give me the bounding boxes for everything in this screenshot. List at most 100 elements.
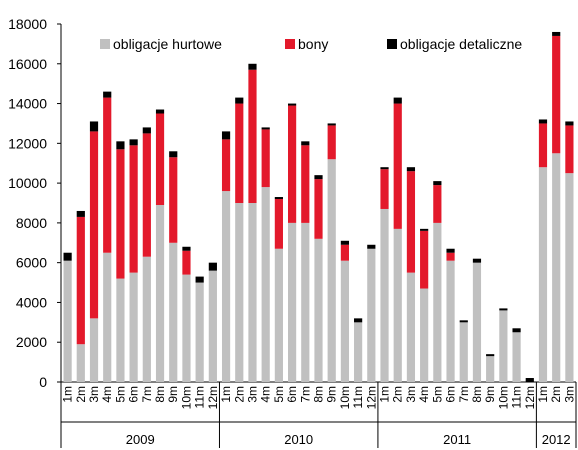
x-tick-label-26: 2m [391, 386, 405, 403]
x-tick-label-35: 11m [510, 386, 524, 408]
legend-layer: obligacje hurtowe bony obligacje detaliczn… [100, 36, 522, 52]
bar-segment-1-24 [367, 248, 376, 382]
bar-segment-1-30 [446, 260, 455, 382]
x-tick-label-17: 5m [272, 386, 286, 403]
x-tick-label-30: 6m [444, 386, 458, 403]
bar-segment-2-39 [565, 125, 574, 174]
bar-segment-2-8 [155, 113, 165, 205]
x-tick-label-5: 5m [113, 386, 127, 403]
bar-segment-1-28 [420, 288, 429, 382]
bar-segment-1-23 [354, 322, 363, 382]
bar-segment-3-6 [129, 139, 138, 146]
bar-segment-1-7 [142, 256, 151, 382]
bar-segment-3-38 [552, 31, 561, 36]
x-tick-label-9: 9m [166, 386, 180, 403]
bar-segment-3-26 [393, 97, 402, 104]
bar-segment-3-33 [486, 354, 495, 357]
x-tick-label-19: 7m [298, 386, 312, 403]
year-label-2: 2010 [284, 432, 313, 447]
bar-segment-3-18 [288, 103, 297, 106]
x-tick-label-27: 3m [404, 386, 418, 403]
bar-segment-3-3 [89, 121, 99, 132]
bar-segment-2-2 [76, 216, 85, 345]
bar-segment-2-18 [288, 105, 297, 223]
bar-segment-2-13 [221, 139, 231, 192]
bar-segment-3-23 [354, 318, 363, 323]
bar-segment-1-2 [76, 344, 85, 382]
bar-segment-3-2 [76, 210, 85, 217]
bar-segment-3-5 [116, 141, 125, 150]
bar-segment-2-19 [301, 145, 310, 223]
bar-segment-1-35 [512, 332, 521, 382]
x-tick-label-24: 12m [364, 386, 378, 409]
bar-segment-3-32 [472, 258, 482, 263]
y-tick-label: 18000 [8, 16, 47, 32]
x-tick-label-6: 6m [127, 386, 141, 403]
bar-segment-3-10 [182, 246, 191, 251]
bar-segment-1-6 [129, 272, 138, 382]
bar-segment-2-25 [380, 169, 389, 209]
x-tick-label-31: 7m [457, 386, 471, 403]
bar-segment-1-11 [195, 282, 204, 382]
x-tick-label-20: 8m [312, 386, 326, 403]
bar-segment-3-12 [208, 262, 217, 271]
bar-segment-2-37 [538, 123, 548, 168]
bar-segment-1-25 [380, 208, 389, 382]
x-tick-label-37: 1m [536, 386, 550, 403]
x-tick-label-33: 9m [483, 386, 497, 403]
bar-segment-3-7 [142, 127, 151, 134]
bar-segment-2-15 [248, 69, 257, 204]
bar-segment-3-25 [380, 167, 389, 170]
bar-segment-1-1 [63, 260, 72, 382]
y-tick-label: 14000 [8, 96, 47, 112]
legend-swatch-2 [285, 39, 295, 49]
bar-segment-1-16 [261, 187, 270, 382]
bar-segment-3-27 [406, 167, 416, 172]
x-tick-label-21: 9m [325, 386, 339, 403]
bar-segment-2-20 [314, 179, 323, 239]
legend-swatch-1 [100, 39, 110, 49]
bar-segment-3-11 [195, 276, 204, 283]
bar-segment-3-35 [512, 328, 521, 333]
bar-segment-1-12 [208, 270, 217, 382]
bar-segment-1-15 [248, 203, 257, 382]
bar-segment-1-27 [406, 272, 416, 382]
bar-segment-1-21 [327, 159, 336, 382]
bar-segment-3-9 [169, 151, 178, 158]
bar-segment-3-14 [235, 97, 244, 104]
x-tick-label-25: 1m [378, 386, 392, 403]
bar-segment-1-37 [538, 167, 548, 382]
y-tick-label: 6000 [16, 255, 47, 271]
bar-segment-2-30 [446, 252, 455, 261]
bar-segment-3-19 [301, 141, 310, 146]
y-tick-label: 2000 [16, 334, 47, 350]
bars-layer [63, 31, 574, 382]
bar-segment-2-4 [103, 97, 112, 253]
bar-segment-1-33 [486, 356, 495, 382]
bar-segment-3-15 [248, 63, 257, 70]
bar-segment-3-1 [63, 252, 72, 261]
x-tick-label-38: 2m [549, 386, 563, 403]
bar-segment-1-39 [565, 173, 574, 382]
bar-segment-1-38 [552, 153, 561, 382]
x-tick-label-12: 12m [206, 386, 220, 409]
x-tick-label-36: 12m [523, 386, 537, 409]
x-tick-label-16: 4m [259, 386, 273, 403]
bar-segment-1-34 [499, 310, 508, 382]
x-tick-label-1: 1m [61, 386, 75, 403]
bar-segment-2-9 [169, 157, 178, 243]
year-label-4: 2012 [542, 432, 571, 447]
bar-segment-1-29 [433, 222, 442, 382]
y-tick-label: 4000 [16, 294, 47, 310]
bar-segment-3-34 [499, 308, 508, 311]
bar-segment-3-37 [538, 119, 548, 124]
legend-label-3: obligacje detaliczne [400, 36, 522, 52]
x-tick-label-32: 8m [470, 386, 484, 403]
bar-segment-1-10 [182, 274, 191, 382]
legend-swatch-3 [387, 39, 397, 49]
bar-segment-1-13 [221, 191, 231, 382]
bar-segment-3-39 [565, 121, 574, 126]
x-tick-label-3: 3m [87, 386, 101, 403]
bar-segment-2-26 [393, 103, 402, 229]
bar-segment-2-22 [340, 244, 350, 261]
